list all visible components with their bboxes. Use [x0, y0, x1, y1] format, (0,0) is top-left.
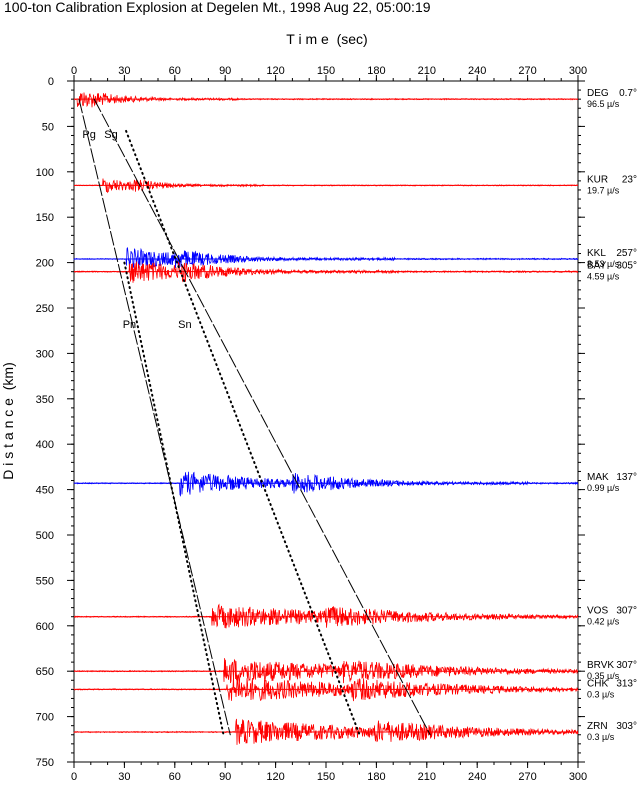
- plot-frame: [73, 80, 579, 763]
- travel-time-curve-pn: [123, 261, 225, 736]
- x-tick-label-bottom: 30: [118, 771, 130, 783]
- seismogram-brvk: [73, 658, 579, 684]
- seismogram-bay: [73, 261, 579, 283]
- y-tick-label: 150: [36, 212, 54, 224]
- x-tick-label-top: 30: [118, 65, 130, 77]
- x-tick-label-bottom: 90: [219, 771, 231, 783]
- x-tick-label-top: 180: [367, 65, 385, 77]
- seismogram-mak: [73, 471, 579, 497]
- phase-label-sn: Sn: [178, 319, 191, 331]
- station-amplitude-zrn: 0.3 µ/s: [587, 732, 615, 742]
- station-amplitude-kur: 19.7 µ/s: [587, 185, 620, 195]
- station-amplitude-brvk: 0.35 µ/s: [587, 671, 620, 681]
- y-axis-label: D i s t a n c e (km): [0, 362, 16, 479]
- station-name-deg: DEG: [587, 88, 609, 99]
- seismogram-zrn: [73, 718, 579, 745]
- y-tick-label: 300: [36, 348, 54, 360]
- x-tick-label-bottom: 240: [468, 771, 486, 783]
- station-amplitude-kkl: 8.53 µ/s: [587, 259, 620, 269]
- station-azimuth-chk: 313°: [616, 678, 637, 689]
- station-amplitude-vos: 0.42 µ/s: [587, 617, 620, 627]
- station-azimuth-mak: 137°: [616, 472, 637, 483]
- station-azimuth-deg: 0.7°: [619, 88, 637, 99]
- axes: 0 0 30 30 60 60 90 90 120 120 150 150 180 180 210 210 24…: [36, 65, 588, 783]
- x-tick-label-bottom: 210: [418, 771, 436, 783]
- x-tick-label-bottom: 150: [317, 771, 335, 783]
- y-tick-label: 350: [36, 394, 54, 406]
- travel-time-curve-sg: [93, 98, 431, 736]
- seismogram-chk: [73, 676, 579, 702]
- y-tick-label: 200: [36, 258, 54, 270]
- station-amplitude-mak: 0.99 µ/s: [587, 483, 620, 493]
- x-tick-label-bottom: 60: [169, 771, 181, 783]
- station-name-chk: CHK: [587, 678, 608, 689]
- phase-label-sg: Sg: [104, 129, 117, 141]
- y-tick-label: 100: [36, 167, 54, 179]
- travel-time-curve-pg: [78, 98, 231, 736]
- station-name-kkl: KKL: [587, 248, 606, 259]
- x-tick-label-top: 0: [71, 65, 77, 77]
- station-name-brvk: BRVK: [587, 660, 614, 671]
- travel-time-curve-sn: [125, 129, 361, 736]
- y-tick-label: 650: [36, 666, 54, 678]
- x-tick-label-bottom: 270: [518, 771, 536, 783]
- station-azimuth-kkl: 257°: [616, 248, 637, 259]
- station-azimuth-brvk: 307°: [616, 660, 637, 671]
- y-tick-label: 0: [48, 76, 54, 88]
- station-amplitude-bay: 4.59 µ/s: [587, 272, 620, 282]
- y-tick-label: 500: [36, 530, 54, 542]
- station-azimuth-vos: 307°: [616, 606, 637, 617]
- x-axis-label: T i m e (sec): [286, 31, 367, 47]
- y-tick-label: 50: [42, 121, 54, 133]
- seismogram-kkl: [73, 247, 579, 270]
- seismogram-traces: [73, 92, 579, 745]
- x-tick-label-top: 270: [518, 65, 536, 77]
- phase-label-pn: Pn: [123, 319, 136, 331]
- station-azimuth-kur: 23°: [622, 174, 637, 185]
- x-tick-label-bottom: 0: [71, 771, 77, 783]
- seismogram-kur: [73, 178, 578, 194]
- x-tick-label-top: 90: [219, 65, 231, 77]
- y-tick-label: 600: [36, 621, 54, 633]
- y-tick-label: 700: [36, 712, 54, 724]
- station-azimuth-zrn: 303°: [616, 721, 637, 732]
- station-azimuth-bay: 305°: [616, 261, 637, 272]
- y-tick-label: 450: [36, 485, 54, 497]
- station-name-vos: VOS: [587, 606, 608, 617]
- phase-label-pg: Pg: [82, 129, 95, 141]
- seismogram-vos: [73, 603, 579, 629]
- x-tick-label-top: 210: [418, 65, 436, 77]
- station-labels: DEG 0.7°96.5 µ/s KUR 23°19.7 µ/s KKL 257°8.53…: [587, 88, 637, 742]
- x-tick-label-top: 60: [169, 65, 181, 77]
- station-amplitude-deg: 96.5 µ/s: [587, 99, 620, 109]
- y-tick-label: 750: [36, 757, 54, 769]
- y-tick-label: 250: [36, 303, 54, 315]
- x-tick-label-top: 150: [317, 65, 335, 77]
- station-name-mak: MAK: [587, 472, 609, 483]
- y-tick-label: 400: [36, 439, 54, 451]
- x-tick-label-top: 300: [569, 65, 587, 77]
- travel-time-curves: Pg Sg Pn Sn: [78, 98, 431, 736]
- y-tick-label: 550: [36, 575, 54, 587]
- x-tick-label-bottom: 120: [266, 771, 284, 783]
- x-tick-label-bottom: 300: [569, 771, 587, 783]
- x-tick-label-top: 120: [266, 65, 284, 77]
- station-name-zrn: ZRN: [587, 721, 608, 732]
- seismogram-deg: [73, 92, 579, 108]
- x-tick-label-bottom: 180: [367, 771, 385, 783]
- station-name-bay: BAY: [587, 261, 607, 272]
- station-name-kur: KUR: [587, 174, 608, 185]
- x-tick-label-top: 240: [468, 65, 486, 77]
- chart-title: 100-ton Calibration Explosion at Degelen…: [4, 0, 431, 15]
- station-amplitude-chk: 0.3 µ/s: [587, 689, 615, 699]
